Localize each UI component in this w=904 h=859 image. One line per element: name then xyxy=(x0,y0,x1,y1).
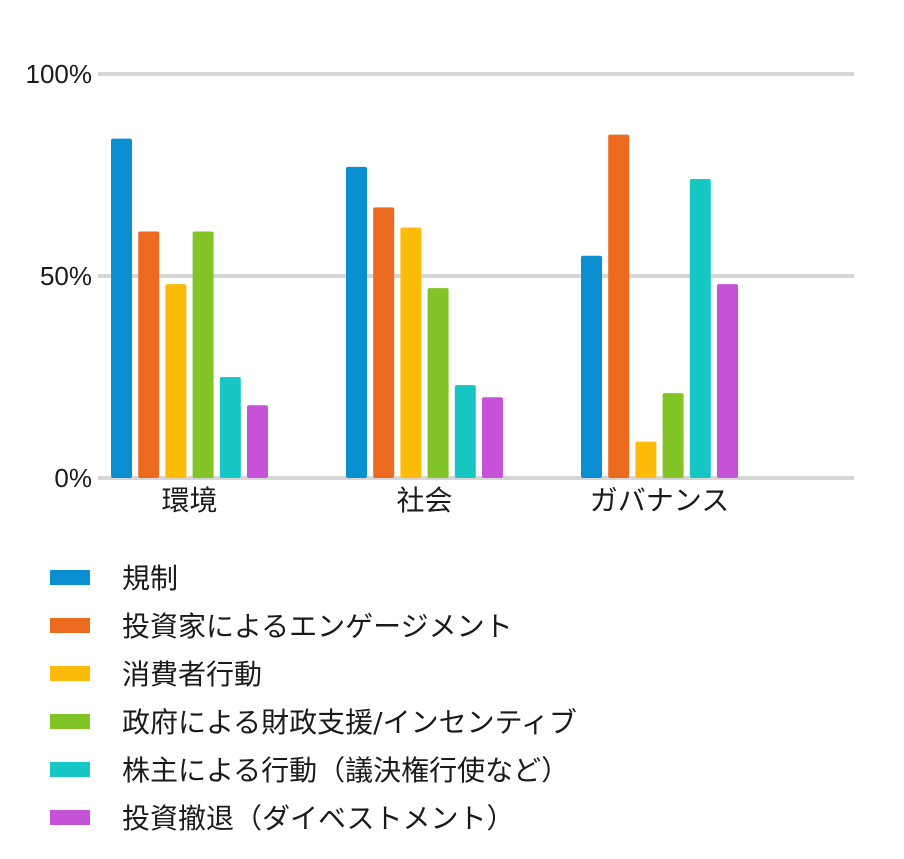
bar xyxy=(689,179,711,479)
legend-swatch xyxy=(50,713,90,729)
legend-swatch xyxy=(50,617,90,633)
legend-item: 投資家によるエンゲージメント xyxy=(50,601,577,649)
bar xyxy=(138,231,160,478)
legend: 規制投資家によるエンゲージメント 消費者行動政府による財政支援/インセンティブ 株主… xyxy=(50,553,577,841)
legend-label: 株主による行動（議決権行使など） xyxy=(122,754,570,787)
bar xyxy=(581,255,602,478)
bar xyxy=(635,441,657,478)
legend-swatch xyxy=(50,761,90,777)
y-axis-ticks: 0% 50% 100% xyxy=(26,59,93,493)
bar xyxy=(192,231,214,478)
y-tick-label: 50% xyxy=(40,261,92,291)
legend-label: 投資家によるエンゲージメント xyxy=(122,610,513,643)
bar xyxy=(346,166,367,479)
bar xyxy=(427,288,449,478)
bars xyxy=(111,134,738,479)
bar xyxy=(717,284,738,478)
legend-label: 規制 xyxy=(122,562,179,595)
bar xyxy=(608,134,630,478)
legend-label: 政府による財政支援/インセンティブ xyxy=(122,706,577,739)
bar xyxy=(247,405,268,478)
bar xyxy=(482,397,503,478)
legend-item: 株主による行動（議決権行使など） xyxy=(50,745,577,793)
x-axis-categories: 環境 社会 ガバナンス xyxy=(161,484,729,517)
y-tick-label: 0% xyxy=(54,463,92,493)
legend-label: 消費者行動 xyxy=(122,658,263,691)
y-tick-label: 100% xyxy=(26,59,93,89)
x-category-label: 社会 xyxy=(396,484,452,517)
bar xyxy=(165,284,187,478)
legend-swatch xyxy=(50,665,90,681)
bar xyxy=(111,138,132,478)
bar xyxy=(454,385,476,478)
legend-item: 規制 xyxy=(50,553,577,601)
legend-swatch xyxy=(50,569,90,585)
legend-item: 政府による財政支援/インセンティブ xyxy=(50,697,577,745)
legend-item: 消費者行動 xyxy=(50,649,577,697)
legend-item: 投資撤退（ダイベストメント） xyxy=(50,793,577,841)
bar xyxy=(219,377,241,478)
bar xyxy=(373,207,395,478)
x-category-label: ガバナンス xyxy=(590,484,729,517)
bar-chart: 0% 50% 100% 環境 社会 ガバナンス xyxy=(26,59,854,517)
x-category-label: 環境 xyxy=(161,484,217,517)
legend-label: 投資撤退（ダイベストメント） xyxy=(122,802,515,835)
bar xyxy=(662,393,684,478)
bar xyxy=(400,227,422,478)
legend-swatch xyxy=(50,809,90,825)
